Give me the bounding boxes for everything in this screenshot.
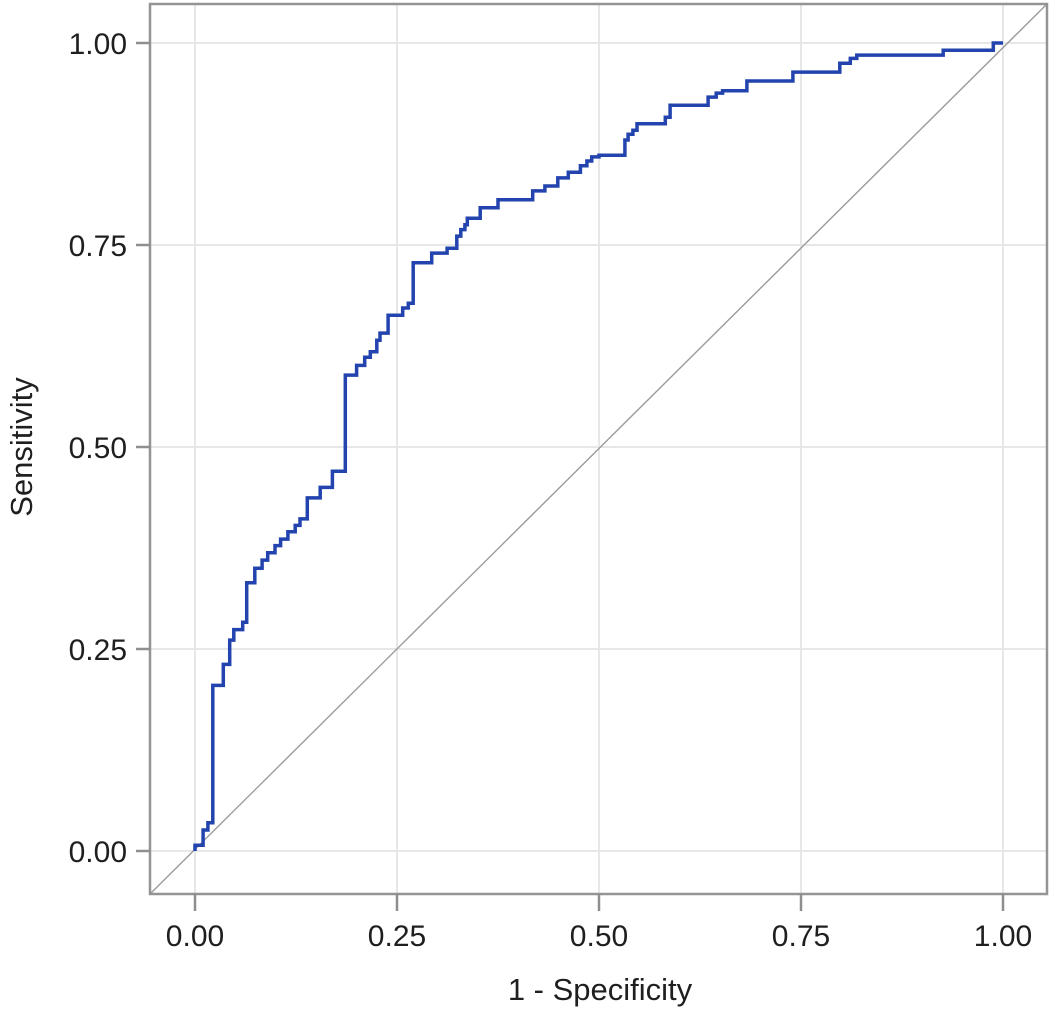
roc-curve	[193, 41, 1003, 851]
tick-marks	[136, 41, 1005, 911]
x-tick-label-4: 1.00	[974, 920, 1032, 953]
x-tick-label-0: 0.00	[166, 920, 224, 953]
x-tick-label-2: 0.50	[570, 920, 628, 953]
x-axis-title: 1 - Specificity	[508, 972, 693, 1007]
x-tick-label-1: 0.25	[368, 920, 426, 953]
y-tick-label-2: 0.50	[69, 432, 127, 465]
y-axis-title: Sensitivity	[4, 377, 39, 517]
y-tick-label-3: 0.75	[69, 230, 127, 263]
x-tick-label-3: 0.75	[772, 920, 830, 953]
y-tick-label-4: 1.00	[69, 28, 127, 61]
reference-diagonal-line	[149, 3, 1048, 895]
gridlines	[150, 4, 1047, 894]
y-tick-label-1: 0.25	[69, 634, 127, 667]
y-tick-label-0: 0.00	[69, 836, 127, 869]
